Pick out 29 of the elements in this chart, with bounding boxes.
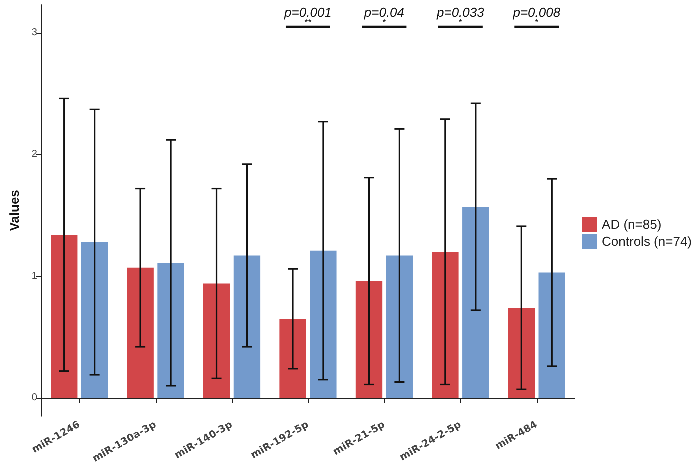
- annotation: **: [304, 18, 312, 28]
- bar: [280, 319, 306, 398]
- y-axis-title: Values: [7, 190, 22, 232]
- bar: [234, 256, 261, 398]
- annotation: *: [458, 18, 463, 28]
- bar: [81, 242, 108, 398]
- annotation: *: [382, 18, 387, 28]
- bar: [508, 308, 536, 398]
- y-tick-label: 0: [32, 392, 38, 404]
- bar: [356, 281, 383, 398]
- legend-label: AD (n=85): [602, 217, 662, 232]
- annotation: p=0.04: [363, 5, 405, 20]
- y-tick-label: 2: [32, 149, 38, 160]
- annotation: p=0.008: [512, 5, 562, 20]
- bar: [51, 235, 78, 398]
- bar: [310, 250, 337, 398]
- bar: [538, 272, 566, 398]
- annotation: p=0.001: [284, 5, 332, 20]
- annotation: p=0.033: [436, 5, 486, 20]
- legend-label: Controls (n=74): [602, 234, 692, 249]
- bar: [158, 263, 184, 398]
- bar: [127, 268, 154, 398]
- y-tick-label: 1: [32, 270, 38, 282]
- annotation: *: [535, 18, 540, 28]
- bar: [432, 252, 459, 398]
- bar: [462, 207, 490, 398]
- bar: [203, 284, 230, 398]
- bar: [386, 256, 413, 398]
- y-tick-label: 3: [32, 27, 38, 38]
